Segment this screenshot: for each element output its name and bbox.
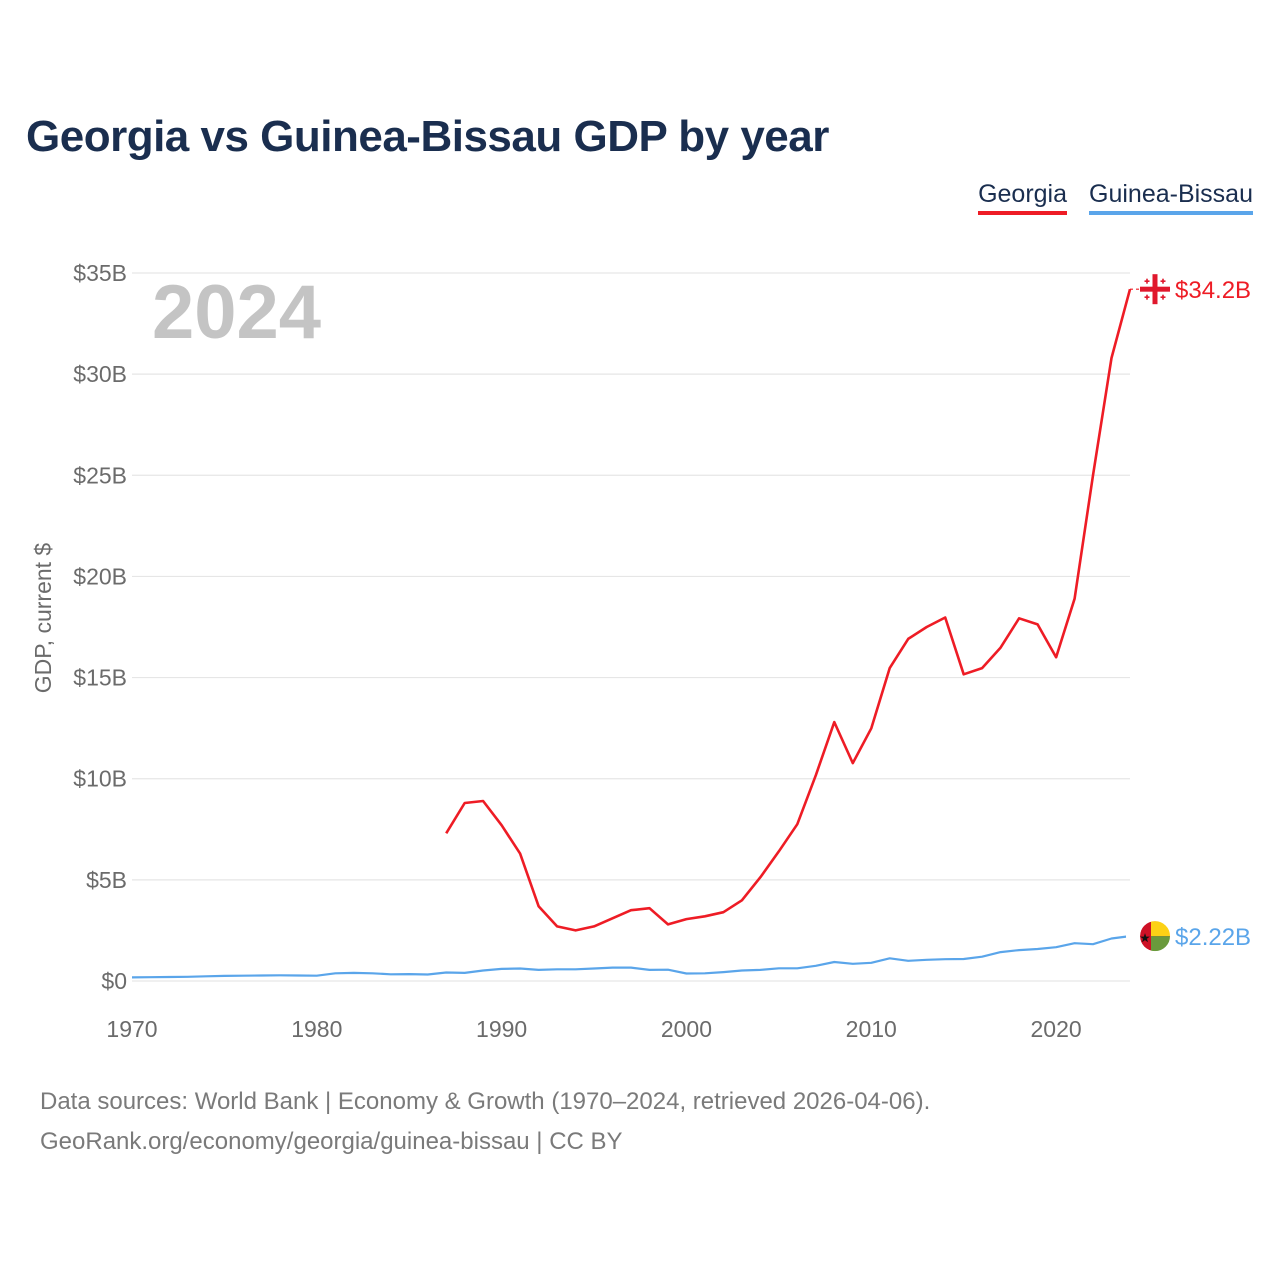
attribution-link[interactable]: GeoRank.org/economy/georgia/guinea-bissa… <box>40 1128 623 1155</box>
y-tick-label: $30B <box>73 361 127 387</box>
y-tick-label: $0 <box>101 968 127 994</box>
x-tick-label: 2000 <box>661 1016 712 1042</box>
guinea-bissau-flag-icon <box>1126 907 1184 966</box>
chart-legend: Georgia Guinea-Bissau <box>978 180 1253 215</box>
series-line-guinea-bissau[interactable] <box>131 935 1131 979</box>
y-tick-label: $20B <box>73 563 127 589</box>
y-tick-label: $10B <box>73 766 127 792</box>
y-tick-label: $25B <box>73 462 127 488</box>
footer: Data sources: World Bank | Economy & Gro… <box>40 1082 930 1162</box>
x-tick-label: 1970 <box>106 1016 157 1042</box>
gdp-line-chart: $0 $5B $10B $15B $20B $25B $30B $35B 1970 1980 19… <box>30 260 1251 1042</box>
data-source-note: Data sources: World Bank | Economy & Gro… <box>40 1088 931 1115</box>
y-tick-label: $5B <box>86 867 127 893</box>
page-title: Georgia vs Guinea-Bissau GDP by year <box>26 112 829 161</box>
x-tick-label: 1980 <box>291 1016 342 1042</box>
y-axis-label: GDP, current $ <box>30 543 56 694</box>
x-tick-label: 1990 <box>476 1016 527 1042</box>
y-tick-label: $15B <box>73 665 127 691</box>
legend-georgia[interactable]: Georgia <box>978 180 1068 215</box>
x-tick-label: 2020 <box>1030 1016 1081 1042</box>
x-tick-label: 2010 <box>846 1016 897 1042</box>
end-value-label: $34.2B <box>1175 277 1251 304</box>
end-value-label: $2.22B <box>1175 924 1251 951</box>
year-watermark: 2024 <box>152 270 321 355</box>
legend-guinea-bissau[interactable]: Guinea-Bissau <box>1089 180 1253 215</box>
georgia-flag-icon <box>1140 274 1170 305</box>
series-line-georgia[interactable] <box>445 288 1132 932</box>
y-tick-label: $35B <box>73 260 127 286</box>
